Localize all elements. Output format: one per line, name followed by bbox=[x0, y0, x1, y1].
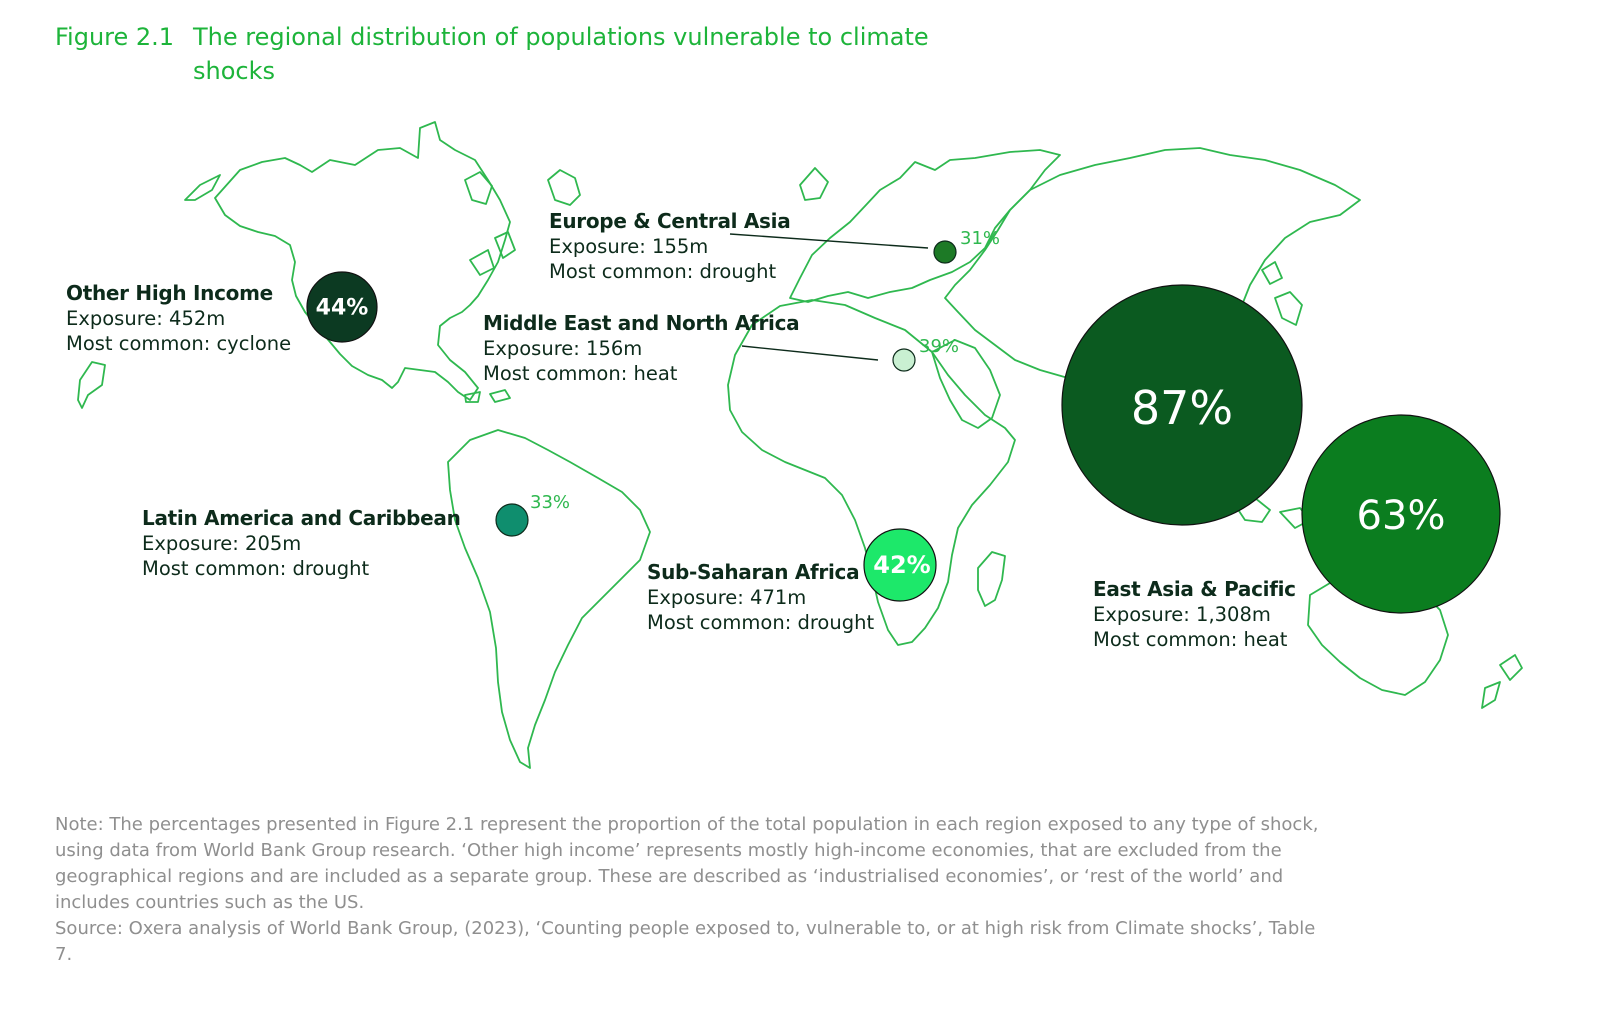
uk-outline bbox=[799, 167, 829, 201]
dot-middle-east-north-africa bbox=[892, 348, 916, 372]
region-common-shock: Most common: cyclone bbox=[66, 332, 292, 355]
region-exposure: Exposure: 1,308m bbox=[1093, 603, 1271, 626]
note-text: Note: The percentages presented in Figur… bbox=[55, 814, 1319, 913]
greenland-outline bbox=[547, 169, 581, 206]
bubble-east-asia-pacific bbox=[1061, 284, 1303, 526]
leader-line-europe bbox=[729, 233, 929, 249]
figure-number: Figure 2.1 bbox=[55, 23, 175, 51]
leader-line-mena bbox=[741, 345, 879, 361]
pct-europe-central-asia: 31% bbox=[960, 228, 1000, 249]
europe-outline bbox=[789, 149, 1061, 303]
madagascar-outline bbox=[977, 551, 1006, 607]
bubble-label-sub-saharan-africa: 42% bbox=[873, 551, 930, 579]
leader-lines bbox=[729, 233, 929, 361]
region-name: East Asia & Pacific bbox=[1093, 577, 1296, 601]
bubbles: 44% 31% 39% 33% 42% 87% 63% bbox=[306, 228, 1501, 614]
region-name: Other High Income bbox=[66, 281, 273, 305]
bubble-sub-saharan-africa bbox=[863, 528, 937, 602]
region-exposure: Exposure: 452m bbox=[66, 307, 226, 330]
pacific-islands-outline bbox=[77, 361, 106, 409]
dot-europe-central-asia bbox=[933, 240, 957, 264]
south-america-outline bbox=[447, 429, 651, 769]
region-exposure: Exposure: 155m bbox=[549, 235, 709, 258]
region-common-shock: Most common: heat bbox=[1093, 628, 1288, 651]
region-east-asia-pacific: East Asia & Pacific Exposure: 1,308m Mos… bbox=[1093, 577, 1296, 652]
dot-latin-america bbox=[495, 503, 529, 537]
bubble-other-high-income bbox=[306, 271, 378, 343]
bubble-label-other-high-income: 44% bbox=[316, 296, 369, 321]
bubble-label-pacific: 63% bbox=[1357, 493, 1446, 539]
region-name: Middle East and North Africa bbox=[483, 311, 800, 335]
region-common-shock: Most common: drought bbox=[549, 260, 777, 283]
region-name: Europe & Central Asia bbox=[549, 209, 791, 233]
region-middle-east-north-africa: Middle East and North Africa Exposure: 1… bbox=[483, 311, 800, 386]
region-other-high-income: Other High Income Exposure: 452m Most co… bbox=[66, 281, 291, 356]
figure-title: The regional distribution of populations… bbox=[193, 23, 929, 85]
coastlines bbox=[77, 121, 1523, 769]
region-name: Sub-Saharan Africa bbox=[647, 560, 860, 584]
region-sub-saharan-africa: Sub-Saharan Africa Exposure: 471m Most c… bbox=[647, 560, 874, 635]
region-latin-america: Latin America and Caribbean Exposure: 20… bbox=[142, 506, 461, 581]
region-exposure: Exposure: 471m bbox=[647, 586, 807, 609]
source-text: Source: Oxera analysis of World Bank Gro… bbox=[55, 918, 1316, 965]
region-common-shock: Most common: heat bbox=[483, 362, 678, 385]
japan-outline bbox=[1261, 261, 1303, 326]
arabia-outline bbox=[931, 339, 1001, 429]
region-europe-central-asia: Europe & Central Asia Exposure: 155m Mos… bbox=[549, 209, 791, 284]
caribbean-outline bbox=[464, 389, 511, 403]
pct-middle-east-north-africa: 39% bbox=[919, 336, 959, 357]
new-zealand-outline bbox=[1481, 654, 1523, 709]
region-exposure: Exposure: 205m bbox=[142, 532, 302, 555]
figure-note: Note: The percentages presented in Figur… bbox=[55, 812, 1325, 968]
region-common-shock: Most common: drought bbox=[647, 611, 875, 634]
pct-latin-america: 33% bbox=[530, 492, 570, 513]
region-exposure: Exposure: 156m bbox=[483, 337, 643, 360]
bubble-label-east-asia-pacific: 87% bbox=[1131, 381, 1233, 435]
region-common-shock: Most common: drought bbox=[142, 557, 370, 580]
baffin-outline bbox=[464, 171, 516, 276]
bubble-pacific bbox=[1301, 414, 1501, 614]
region-name: Latin America and Caribbean bbox=[142, 506, 461, 530]
north-america-outline bbox=[184, 121, 511, 401]
